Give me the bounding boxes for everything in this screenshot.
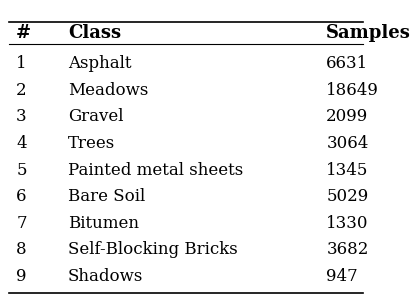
Text: Trees: Trees bbox=[68, 135, 115, 152]
Text: 7: 7 bbox=[16, 215, 27, 232]
Text: 2099: 2099 bbox=[326, 108, 369, 125]
Text: #: # bbox=[16, 24, 31, 42]
Text: 1: 1 bbox=[16, 55, 27, 72]
Text: 9: 9 bbox=[16, 268, 27, 285]
Text: Samples: Samples bbox=[326, 24, 411, 42]
Text: 3064: 3064 bbox=[326, 135, 369, 152]
Text: 947: 947 bbox=[326, 268, 358, 285]
Text: 1330: 1330 bbox=[326, 215, 369, 232]
Text: Bitumen: Bitumen bbox=[68, 215, 139, 232]
Text: Class: Class bbox=[68, 24, 121, 42]
Text: Bare Soil: Bare Soil bbox=[68, 188, 145, 205]
Text: 8: 8 bbox=[16, 241, 27, 258]
Text: Painted metal sheets: Painted metal sheets bbox=[68, 162, 243, 178]
Text: 6: 6 bbox=[16, 188, 27, 205]
Text: 1345: 1345 bbox=[326, 162, 369, 178]
Text: 5: 5 bbox=[16, 162, 27, 178]
Text: Meadows: Meadows bbox=[68, 82, 148, 99]
Text: 3: 3 bbox=[16, 108, 27, 125]
Text: 18649: 18649 bbox=[326, 82, 379, 99]
Text: Self-Blocking Bricks: Self-Blocking Bricks bbox=[68, 241, 237, 258]
Text: Asphalt: Asphalt bbox=[68, 55, 131, 72]
Text: 3682: 3682 bbox=[326, 241, 369, 258]
Text: 6631: 6631 bbox=[326, 55, 369, 72]
Text: Gravel: Gravel bbox=[68, 108, 123, 125]
Text: 2: 2 bbox=[16, 82, 27, 99]
Text: Shadows: Shadows bbox=[68, 268, 143, 285]
Text: 4: 4 bbox=[16, 135, 27, 152]
Text: 5029: 5029 bbox=[326, 188, 369, 205]
